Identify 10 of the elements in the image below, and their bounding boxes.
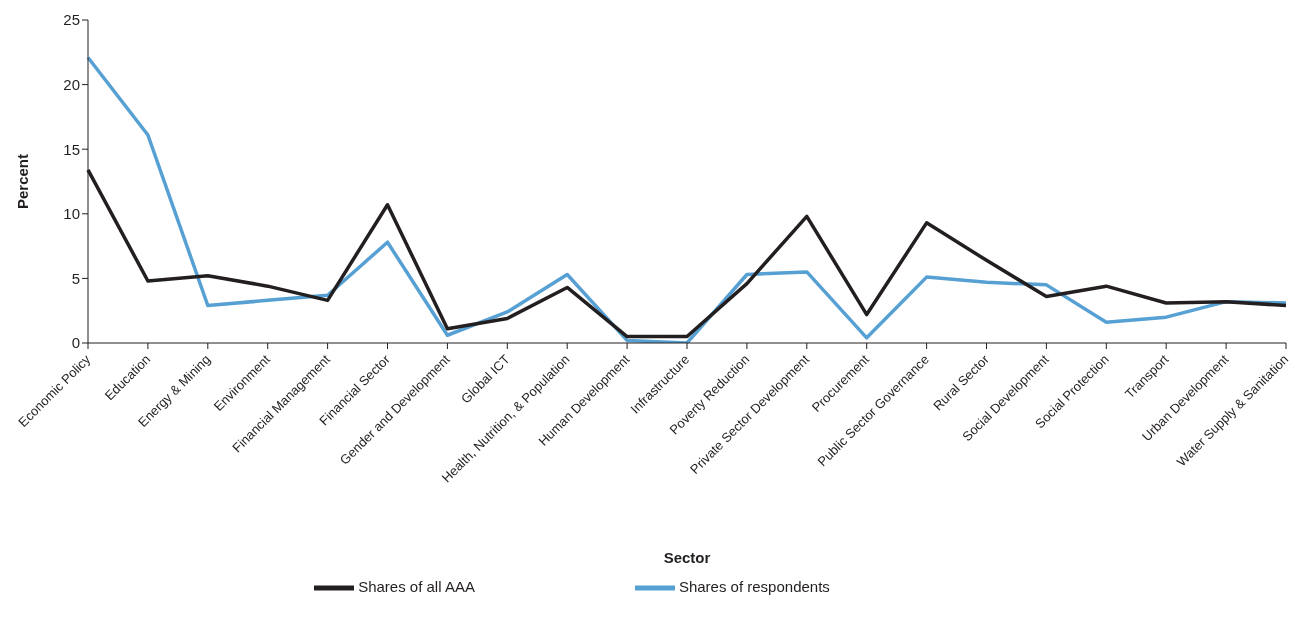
y-tick-label: 25 <box>63 11 80 29</box>
x-axis-title: Sector <box>663 549 711 566</box>
y-tick-label: 15 <box>63 140 80 158</box>
y-axis-title: Percent <box>14 153 32 210</box>
y-tick-label: 0 <box>71 334 80 352</box>
legend-label: Shares of respondents <box>678 577 830 595</box>
y-tick-label: 5 <box>71 269 80 287</box>
y-tick-label: 10 <box>63 205 80 223</box>
y-tick-label: 20 <box>63 75 80 93</box>
legend-label: Shares of all AAA <box>358 577 475 595</box>
